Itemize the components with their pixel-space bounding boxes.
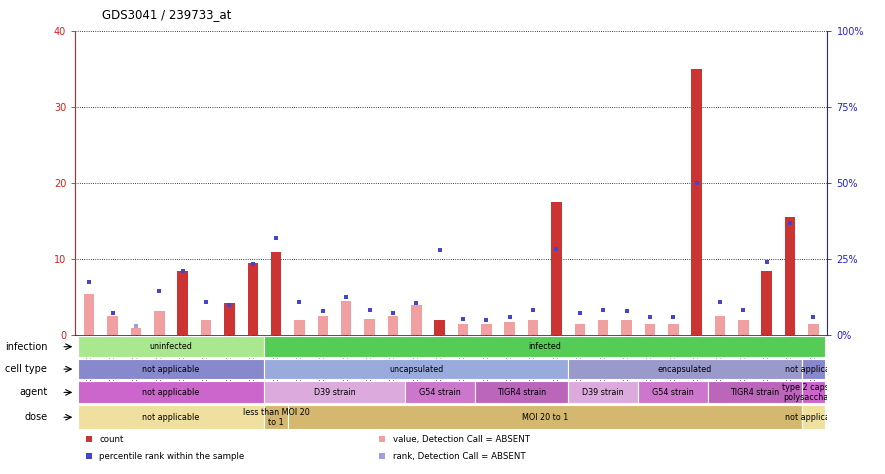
Text: not applicable: not applicable	[785, 365, 843, 374]
Bar	[177, 271, 188, 336]
Bar	[802, 359, 825, 380]
Text: uncapsulated: uncapsulated	[389, 365, 443, 374]
Text: rank, Detection Call = ABSENT: rank, Detection Call = ABSENT	[393, 452, 526, 461]
Bar	[294, 320, 304, 336]
Bar	[785, 218, 796, 336]
Text: not applicable: not applicable	[142, 365, 200, 374]
Bar	[708, 382, 802, 403]
Text: MOI 20 to 1: MOI 20 to 1	[521, 413, 568, 422]
Bar	[248, 263, 258, 336]
Bar	[481, 324, 492, 336]
Text: not applicable: not applicable	[142, 413, 200, 422]
Text: uninfected: uninfected	[150, 342, 192, 351]
Bar	[621, 320, 632, 336]
Bar	[574, 324, 585, 336]
Bar	[527, 320, 538, 336]
Bar	[458, 324, 468, 336]
Text: infected: infected	[528, 342, 561, 351]
Bar	[404, 382, 474, 403]
Bar	[761, 271, 772, 336]
Bar	[504, 322, 515, 336]
Bar	[808, 324, 819, 336]
Bar	[78, 405, 265, 429]
Text: less than MOI 20
to 1: less than MOI 20 to 1	[242, 408, 310, 427]
Bar	[78, 359, 265, 380]
Text: count: count	[99, 435, 124, 444]
Bar	[131, 328, 142, 336]
Bar	[691, 69, 702, 336]
Text: agent: agent	[19, 387, 47, 397]
Bar	[271, 252, 281, 336]
Bar	[474, 382, 568, 403]
Bar	[598, 320, 609, 336]
Bar	[802, 382, 825, 403]
Bar	[411, 305, 421, 336]
Bar	[668, 324, 679, 336]
Text: cell type: cell type	[5, 364, 47, 374]
Bar	[568, 359, 802, 380]
Text: encapsulated: encapsulated	[658, 365, 712, 374]
Text: value, Detection Call = ABSENT: value, Detection Call = ABSENT	[393, 435, 530, 444]
Bar	[107, 317, 118, 336]
Text: D39 strain: D39 strain	[313, 388, 356, 397]
Text: infection: infection	[4, 342, 47, 352]
Bar	[551, 202, 562, 336]
Text: GDS3041 / 239733_at: GDS3041 / 239733_at	[102, 9, 231, 21]
Text: TIGR4 strain: TIGR4 strain	[730, 388, 780, 397]
Bar	[201, 320, 212, 336]
Text: TIGR4 strain: TIGR4 strain	[496, 388, 546, 397]
Bar	[265, 382, 404, 403]
Text: not applicable: not applicable	[785, 413, 843, 422]
Bar	[265, 359, 568, 380]
Bar	[644, 324, 655, 336]
Bar	[568, 382, 638, 403]
Bar	[715, 317, 726, 336]
Bar	[341, 301, 351, 336]
Bar	[638, 382, 708, 403]
Bar	[802, 405, 825, 429]
Bar	[288, 405, 802, 429]
Text: G54 strain: G54 strain	[652, 388, 694, 397]
Bar	[738, 320, 749, 336]
Bar	[388, 317, 398, 336]
Text: not applicable: not applicable	[142, 388, 200, 397]
Text: dose: dose	[24, 412, 47, 422]
Bar	[78, 382, 265, 403]
Bar	[78, 337, 265, 357]
Bar	[224, 303, 235, 336]
Bar	[365, 319, 375, 336]
Text: percentile rank within the sample: percentile rank within the sample	[99, 452, 244, 461]
Bar	[265, 405, 288, 429]
Text: D39 strain: D39 strain	[582, 388, 624, 397]
Text: type 2 capsular
polysaccharide: type 2 capsular polysaccharide	[782, 383, 844, 402]
Bar	[265, 337, 825, 357]
Bar	[154, 311, 165, 336]
Bar	[84, 293, 95, 336]
Bar	[435, 320, 445, 336]
Text: G54 strain: G54 strain	[419, 388, 460, 397]
Bar	[318, 317, 328, 336]
